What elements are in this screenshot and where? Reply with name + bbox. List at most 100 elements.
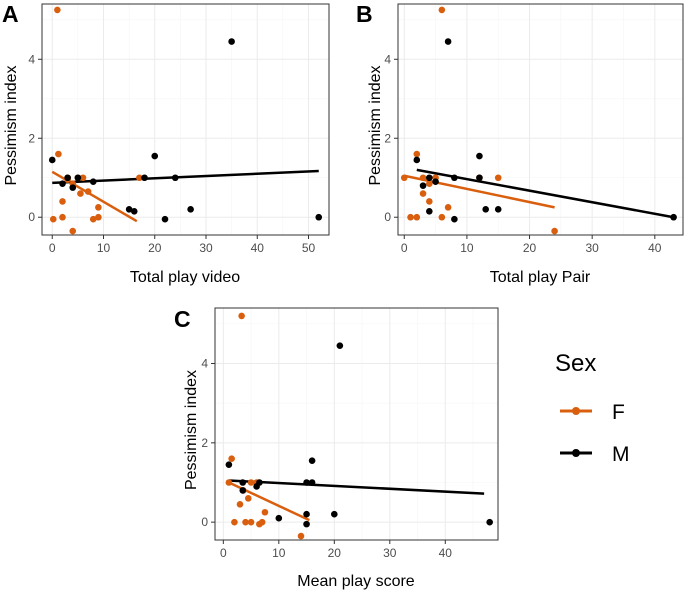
point-m-a-13 — [228, 38, 235, 45]
x-tick-label-c: 0 — [220, 546, 227, 560]
x-tick-label-a: 50 — [302, 241, 316, 255]
point-f-b-5 — [419, 174, 427, 182]
y-tick-label-a: 0 — [28, 210, 35, 224]
point-f-a-3 — [59, 213, 66, 221]
point-m-c-10 — [308, 479, 316, 486]
point-f-b-11 — [444, 204, 452, 211]
x-tick-label-b: 20 — [523, 241, 537, 255]
x-tick-label-a: 0 — [49, 241, 56, 255]
x-tick-label-a: 10 — [97, 241, 111, 255]
point-m-a-6 — [125, 206, 133, 213]
point-f-c-3 — [236, 501, 244, 508]
point-m-c-1 — [239, 487, 247, 494]
point-f-b-6 — [426, 198, 433, 205]
y-tick-label-a: 4 — [28, 52, 35, 66]
panel-border-b — [397, 3, 684, 236]
panel-border-a — [41, 3, 330, 236]
point-f-b-14 — [551, 227, 558, 235]
point-m-c-5 — [275, 514, 283, 522]
point-f-b-9 — [438, 6, 446, 14]
x-tick-label-b: 0 — [401, 241, 408, 255]
point-m-a-8 — [141, 174, 148, 182]
point-f-b-13 — [494, 174, 502, 182]
fit-line-m-c — [228, 479, 485, 495]
y-tick-label-c: 0 — [201, 515, 208, 529]
point-m-c-7 — [303, 510, 310, 518]
point-f-b-1 — [407, 213, 414, 221]
point-m-a-12 — [187, 206, 194, 213]
point-m-a-2 — [64, 174, 71, 182]
x-tick-label-c: 30 — [383, 546, 397, 560]
plot-area-a — [42, 4, 329, 235]
point-m-b-8 — [476, 152, 483, 160]
point-m-b-0 — [413, 156, 421, 164]
point-f-c-9 — [247, 479, 255, 486]
point-m-c-4 — [256, 479, 263, 486]
point-m-b-12 — [670, 213, 677, 221]
point-m-b-7 — [451, 215, 458, 223]
point-f-b-10 — [438, 213, 446, 221]
x-axis-title-b: Total play Pair — [490, 269, 591, 286]
point-m-c-13 — [486, 518, 493, 526]
point-m-b-3 — [426, 174, 433, 182]
point-m-a-4 — [74, 174, 82, 182]
y-tick-label-b: 2 — [384, 131, 391, 145]
point-m-a-9 — [151, 152, 159, 160]
legend-label-f: F — [612, 401, 625, 424]
point-m-a-11 — [171, 174, 179, 182]
point-f-c-13 — [261, 508, 269, 516]
point-m-b-1 — [419, 182, 427, 189]
point-f-a-1 — [54, 6, 61, 14]
legend-title: Sex — [555, 350, 596, 377]
fit-line-m-b — [416, 168, 674, 219]
x-tick-label-c: 10 — [272, 546, 286, 560]
y-axis-title-c: Pessimism index — [183, 370, 200, 490]
x-axis-title-a: Total play video — [130, 269, 240, 286]
y-axis-title-a: Pessimism index — [3, 65, 20, 185]
point-f-c-0 — [225, 479, 233, 486]
point-m-b-5 — [444, 38, 452, 45]
point-m-b-9 — [476, 174, 483, 182]
point-m-b-4 — [432, 178, 439, 185]
point-m-b-11 — [494, 206, 502, 213]
point-f-c-14 — [297, 532, 305, 540]
point-m-a-0 — [48, 156, 56, 164]
point-f-a-11 — [79, 174, 87, 182]
x-tick-label-a: 40 — [251, 241, 265, 255]
panel-tag-c: C — [174, 306, 191, 332]
point-f-a-2 — [55, 150, 62, 158]
point-m-a-7 — [130, 208, 138, 215]
point-m-a-14 — [315, 213, 323, 221]
point-f-c-7 — [244, 495, 252, 502]
point-f-b-7 — [426, 180, 433, 187]
x-tick-label-a: 20 — [148, 241, 162, 255]
y-tick-label-b: 0 — [384, 210, 391, 224]
point-f-a-13 — [89, 215, 97, 223]
y-tick-label-c: 2 — [201, 436, 208, 450]
panel-b: 0 10 20 30 40 0 2 4 Total play Pair Pessimism ind… — [367, 3, 684, 286]
point-m-a-5 — [89, 178, 97, 185]
x-tick-label-c: 40 — [439, 546, 453, 560]
point-m-c-9 — [308, 457, 316, 464]
point-m-a-1 — [59, 180, 66, 187]
point-m-a-10 — [161, 215, 169, 223]
x-tick-label-b: 10 — [460, 241, 474, 255]
panel-c: 0 10 20 30 40 0 2 4 Mean play score Pessimism ind… — [183, 307, 499, 590]
point-f-a-14 — [95, 204, 102, 211]
point-f-c-2 — [231, 518, 238, 526]
point-m-c-8 — [303, 520, 310, 528]
point-m-b-10 — [482, 206, 489, 213]
point-f-a-7 — [69, 227, 77, 235]
point-f-c-4 — [238, 312, 245, 320]
x-axis-title-c: Mean play score — [297, 573, 414, 590]
x-tick-label-c: 20 — [328, 546, 342, 560]
point-f-a-16 — [136, 174, 143, 182]
point-f-c-6 — [242, 518, 249, 526]
point-f-b-2 — [413, 213, 421, 221]
fit-line-m-a — [52, 169, 319, 185]
y-tick-label-a: 2 — [28, 131, 35, 145]
panel-tag-a: A — [2, 1, 19, 27]
point-f-a-10 — [77, 190, 84, 197]
panel-border-c — [214, 307, 499, 541]
